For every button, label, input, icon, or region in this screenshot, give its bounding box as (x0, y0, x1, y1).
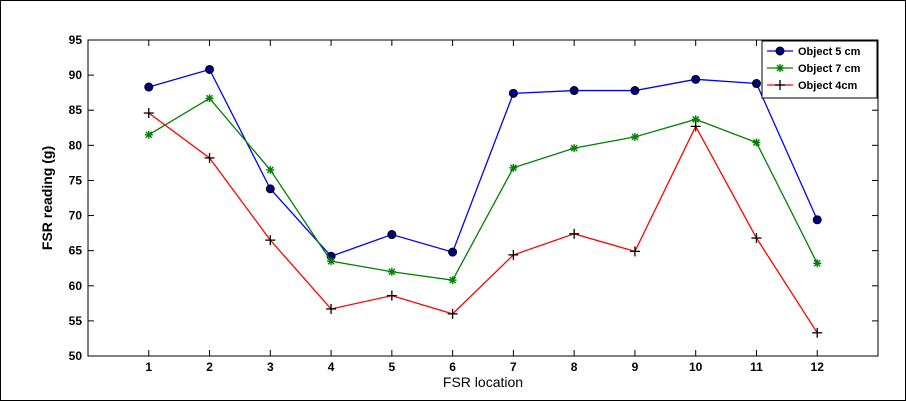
data-point-plus (326, 303, 337, 314)
asterisk-stroke (692, 115, 700, 123)
y-tick-label: 75 (69, 173, 83, 187)
series-line (148, 112, 818, 334)
y-tick-label: 50 (69, 349, 83, 363)
x-axis-label: FSR location (443, 374, 523, 390)
data-point-circle (691, 74, 701, 84)
series-2 (144, 94, 822, 285)
legend-label: Object 4cm (798, 80, 858, 92)
x-tick-label: 7 (510, 360, 517, 374)
y-tick-label: 55 (69, 314, 83, 328)
data-point-circle (751, 79, 761, 89)
y-tick-label: 70 (69, 209, 83, 223)
x-tick-label: 3 (267, 360, 274, 374)
y-tick-label: 85 (69, 103, 83, 117)
data-point-asterisk (813, 259, 822, 268)
asterisk-stroke (570, 144, 578, 152)
data-point-circle (144, 82, 154, 92)
series-line (148, 68, 818, 258)
legend-item: Object 5 cm (767, 46, 861, 58)
data-point-plus (690, 121, 701, 132)
data-point-asterisk (387, 267, 396, 276)
x-tick-label: 12 (811, 360, 825, 374)
y-tick-label: 80 (69, 138, 83, 152)
asterisk-stroke (752, 139, 760, 147)
asterisk-stroke (266, 166, 274, 174)
asterisk-stroke (631, 133, 639, 141)
asterisk-stroke (509, 164, 517, 172)
asterisk-stroke (449, 276, 457, 284)
data-point-asterisk (144, 130, 153, 139)
data-point-asterisk (570, 144, 579, 153)
data-point-asterisk (205, 94, 214, 103)
asterisk-stroke (327, 257, 335, 265)
y-axis-label: FSR reading (g) (39, 146, 55, 250)
data-point-plus (143, 108, 154, 119)
x-tick-label: 8 (571, 360, 578, 374)
data-point-circle (448, 247, 458, 257)
data-point-circle (569, 86, 579, 96)
data-point-asterisk (752, 138, 761, 147)
data-point-plus (569, 228, 580, 239)
data-point-asterisk (448, 276, 457, 285)
data-point-circle (265, 184, 275, 194)
legend-label: Object 5 cm (798, 46, 861, 58)
x-tick-label: 1 (145, 360, 152, 374)
data-point-plus (447, 308, 458, 319)
data-point-circle (775, 46, 785, 56)
data-point-asterisk (776, 64, 784, 72)
data-point-asterisk (327, 257, 336, 266)
y-tick-label: 90 (69, 68, 83, 82)
data-point-plus (775, 80, 785, 90)
x-tick-label: 10 (689, 360, 703, 374)
data-point-asterisk (266, 165, 275, 174)
data-point-circle (630, 86, 640, 96)
data-point-plus (812, 327, 823, 338)
y-tick-label: 95 (69, 33, 83, 47)
data-point-asterisk (630, 132, 639, 141)
asterisk-stroke (776, 64, 784, 72)
data-point-circle (387, 230, 397, 240)
data-point-plus (204, 152, 215, 163)
y-tick-label: 65 (69, 244, 83, 258)
legend: Object 5 cm Object 7 cm Object 4cm (761, 40, 878, 99)
data-point-plus (751, 233, 762, 244)
x-tick-label: 5 (389, 360, 396, 374)
data-point-plus (265, 235, 276, 246)
legend-item: Object 4cm (767, 80, 858, 92)
x-tick-label: 4 (328, 360, 335, 374)
y-tick-label: 60 (69, 279, 83, 293)
asterisk-stroke (388, 268, 396, 276)
plot-area (87, 39, 879, 357)
series-line (148, 97, 818, 281)
data-point-circle (812, 215, 822, 225)
data-point-circle (508, 88, 518, 98)
legend-item: Object 7 cm (767, 63, 861, 75)
data-point-plus (508, 249, 519, 260)
series-3 (143, 108, 823, 338)
data-point-plus (386, 290, 397, 301)
data-point-plus (629, 246, 640, 257)
data-point-asterisk (509, 163, 518, 172)
asterisk-stroke (206, 94, 214, 102)
x-tick-label: 11 (750, 360, 763, 374)
asterisk-stroke (145, 131, 153, 139)
legend-label: Object 7 cm (798, 63, 861, 75)
x-tick-label: 9 (632, 360, 639, 374)
x-tick-label: 6 (449, 360, 456, 374)
asterisk-stroke (813, 259, 821, 267)
x-tick-label: 2 (206, 360, 213, 374)
data-point-circle (205, 64, 215, 74)
